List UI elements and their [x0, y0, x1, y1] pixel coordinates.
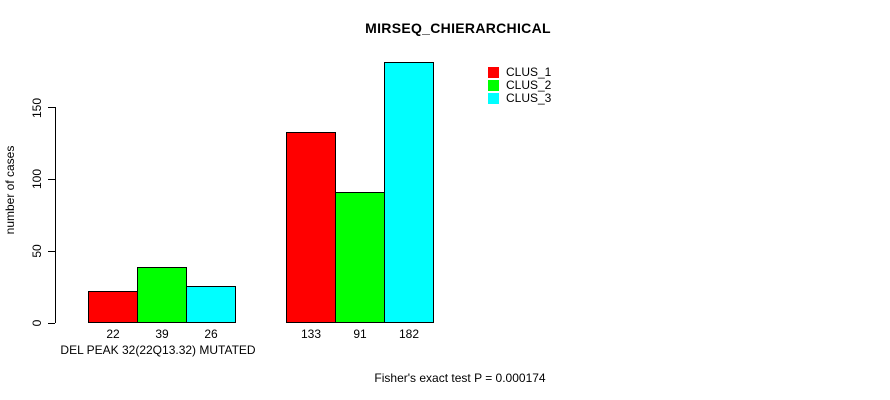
- y-axis-title: number of cases: [3, 145, 17, 235]
- y-tick-label: 0: [30, 319, 44, 327]
- x-axis-title: DEL PEAK 32(22Q13.32) MUTATED: [60, 343, 256, 357]
- bar-clus_1-group1: [88, 291, 138, 323]
- chart-title: MIRSEQ_CHIERARCHICAL: [365, 20, 551, 36]
- bar-value-label: 133: [300, 327, 322, 341]
- bar-value-label: 91: [353, 327, 367, 341]
- bar-clus_3-group2: [384, 62, 434, 323]
- legend-item: CLUS_3: [488, 92, 551, 105]
- bar-value-label: 182: [398, 327, 420, 341]
- legend-item: CLUS_2: [488, 79, 551, 92]
- bar-value-label: 22: [106, 327, 120, 341]
- bar-clus_1-group2: [286, 132, 336, 323]
- legend-swatch: [488, 80, 499, 91]
- legend-item: CLUS_1: [488, 66, 551, 79]
- y-tick-label: 50: [30, 244, 44, 258]
- fisher-test-caption: Fisher's exact test P = 0.000174: [374, 371, 546, 385]
- bar-clus_2-group2: [335, 192, 385, 323]
- y-tick: [48, 322, 55, 324]
- legend: CLUS_1 CLUS_2 CLUS_3: [488, 66, 551, 105]
- bar-clus_3-group1: [186, 286, 236, 323]
- y-tick: [48, 107, 55, 108]
- y-tick-label: 100: [30, 169, 44, 190]
- legend-label: CLUS_1: [506, 65, 552, 79]
- bar-value-label: 39: [155, 327, 169, 341]
- y-tick: [48, 250, 55, 252]
- legend-swatch: [488, 93, 499, 104]
- bar-clus_2-group1: [137, 267, 187, 323]
- y-tick-label: 150: [30, 97, 44, 118]
- legend-swatch: [488, 67, 499, 78]
- legend-label: CLUS_2: [506, 78, 552, 92]
- legend-label: CLUS_3: [506, 91, 552, 105]
- y-axis-line: [55, 107, 56, 323]
- y-tick: [48, 178, 55, 180]
- bar-value-label: 26: [204, 327, 218, 341]
